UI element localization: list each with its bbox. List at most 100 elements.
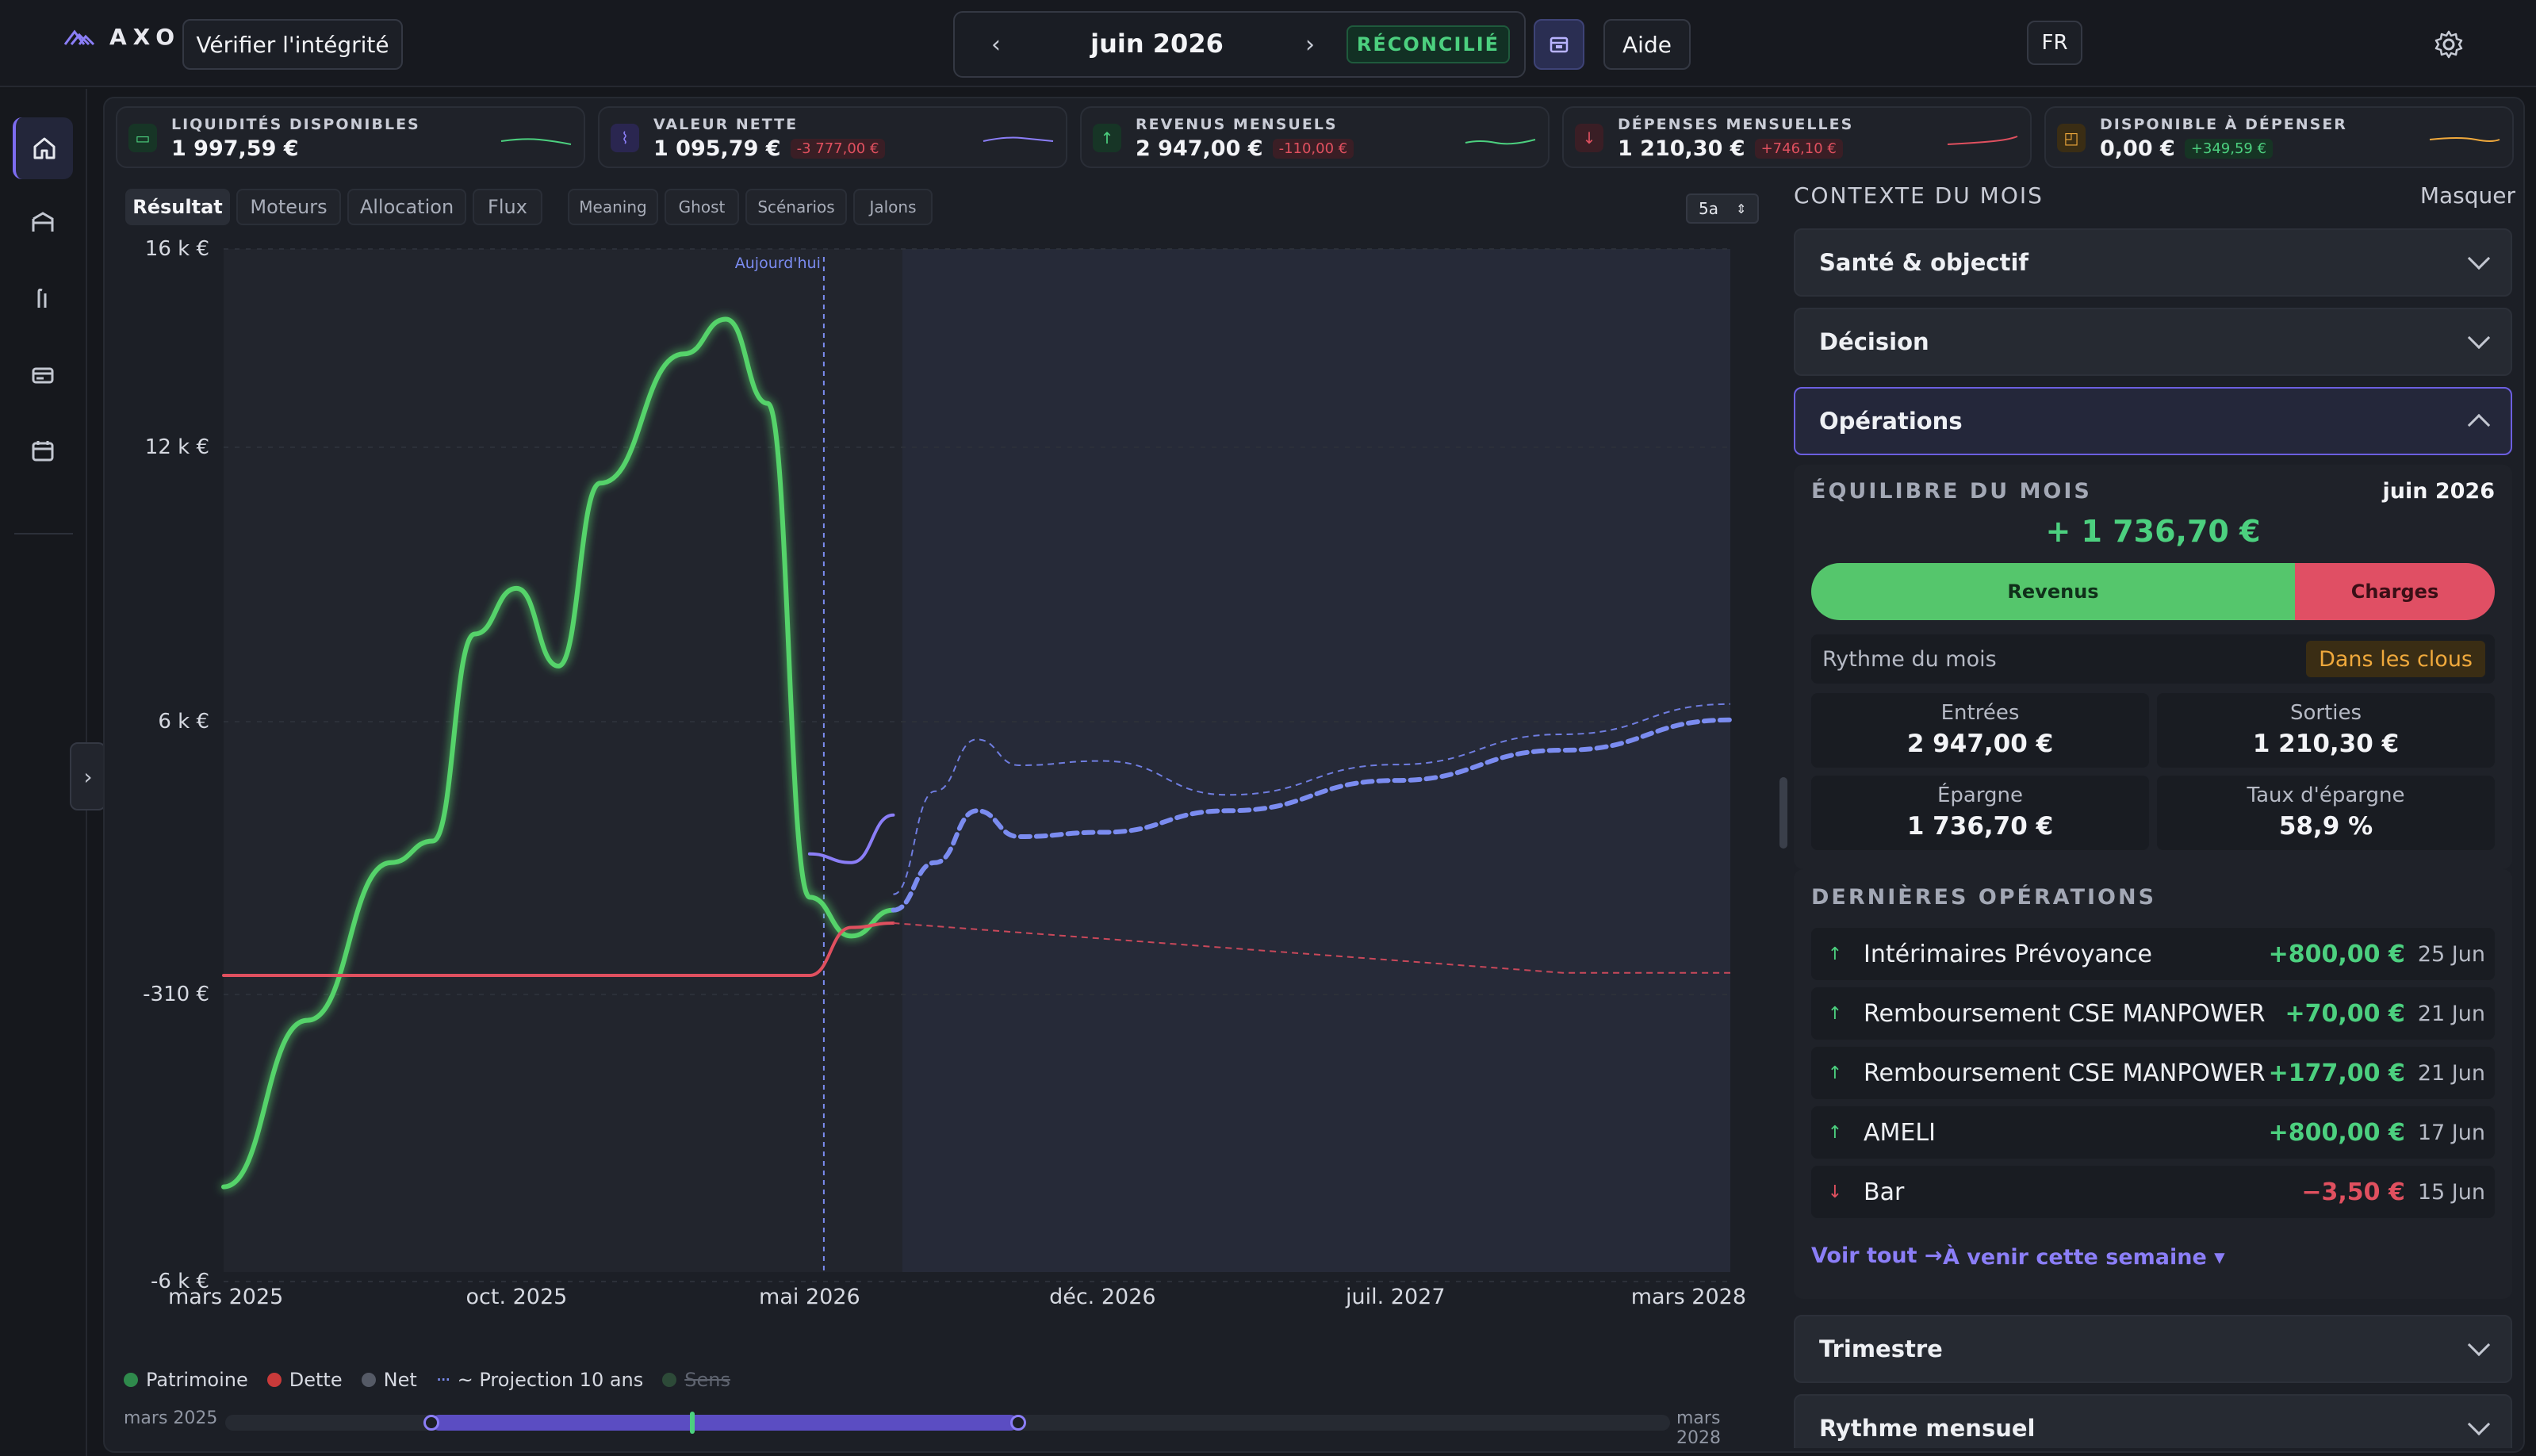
legend-net[interactable]: Net: [361, 1369, 417, 1391]
kpi-value: 1 210,30 € +746,10 €: [1618, 136, 1843, 161]
timeline-selection[interactable]: [431, 1415, 1018, 1431]
top-bar: AXO Vérifier l'intégrité ‹ juin 2026 › R…: [0, 0, 2536, 87]
operation-row[interactable]: ↑ Remboursement CSE MANPOWER +177,00 € 2…: [1811, 1047, 2495, 1099]
sidebar-item-home[interactable]: [13, 117, 73, 179]
operation-row[interactable]: ↑ Remboursement CSE MANPOWER +70,00 € 21…: [1811, 987, 2495, 1040]
operation-row[interactable]: ↑ AMELI +800,00 € 17 Jun: [1811, 1106, 2495, 1159]
stat-label: Sorties: [2289, 701, 2362, 725]
series-net: [807, 813, 895, 864]
kpi-card-available[interactable]: ◰ DISPONIBLE À DÉPENSER 0,00 € +349,59 €: [2044, 106, 2514, 168]
y-tick-label: -310 €: [143, 983, 209, 1006]
section-sante-objectif[interactable]: Santé & objectif: [1794, 228, 2512, 297]
arrow-up-icon: ↑: [1827, 944, 1843, 964]
operations-body: ÉQUILIBRE DU MOIS juin 2026 + 1 736,70 €…: [1794, 465, 2512, 869]
section-decision[interactable]: Décision: [1794, 308, 2512, 376]
settings-button[interactable]: [2427, 22, 2471, 67]
section-label: Rythme mensuel: [1819, 1415, 2036, 1442]
y-tick-label: 6 k €: [158, 710, 209, 734]
series-line: [807, 813, 895, 864]
operation-date: 21 Jun: [2417, 1001, 2485, 1026]
x-tick-label: déc. 2026: [1049, 1285, 1155, 1309]
tab-jalons[interactable]: Jalons: [853, 189, 933, 225]
sidebar-divider: [14, 533, 73, 535]
verify-integrity-button[interactable]: Vérifier l'intégrité: [182, 19, 403, 70]
operation-row[interactable]: ↓ Bar −3,50 € 15 Jun: [1811, 1166, 2495, 1218]
stat-label: Entrées: [1940, 701, 2020, 725]
kpi-delta: -110,00 €: [1272, 139, 1354, 159]
tab-allocation[interactable]: Allocation: [347, 189, 466, 225]
brand-name: AXO: [109, 24, 182, 50]
operation-row[interactable]: ↑ Intérimaires Prévoyance +800,00 € 25 J…: [1811, 928, 2495, 980]
tab-flux[interactable]: Flux: [473, 189, 542, 225]
tab-meaning[interactable]: Meaning: [568, 189, 658, 225]
help-button[interactable]: Aide: [1603, 19, 1691, 70]
kpi-card-net-worth[interactable]: ⌇ VALEUR NETTE 1 095,79 € -3 777,00 €: [598, 106, 1067, 168]
range-select[interactable]: 5a ⇕: [1686, 193, 1759, 224]
operation-name: Intérimaires Prévoyance: [1864, 940, 2152, 968]
expand-sidebar-button[interactable]: ›: [70, 742, 106, 810]
legend-label: Dette: [289, 1369, 343, 1391]
balance-value: + 1 736,70 €: [2045, 514, 2261, 549]
kpi-card-cash[interactable]: ▭ LIQUIDITÉS DISPONIBLES 1 997,59 €: [116, 106, 585, 168]
legend-dot: [361, 1373, 376, 1387]
x-tick-label: oct. 2025: [466, 1285, 568, 1309]
sparkline: [500, 138, 572, 145]
panel-resize-handle[interactable]: [1779, 777, 1787, 849]
legend-dette[interactable]: Dette: [266, 1369, 343, 1391]
kpi-card-expenses[interactable]: ↓ DÉPENSES MENSUELLES 1 210,30 € +746,10 …: [1562, 106, 2032, 168]
section-trimestre[interactable]: Trimestre: [1794, 1315, 2512, 1383]
stat-value: 1 736,70 €: [1906, 812, 2054, 841]
stat-sorties: Sorties 1 210,30 €: [2157, 693, 2495, 768]
section-rythme-mensuel[interactable]: Rythme mensuel: [1794, 1394, 2512, 1448]
kpi-label: LIQUIDITÉS DISPONIBLES: [171, 116, 420, 133]
sidebar-item-calendar[interactable]: [13, 420, 73, 482]
kpi-card-income[interactable]: ↑ REVENUS MENSUELS 2 947,00 € -110,00 €: [1080, 106, 1550, 168]
timeline-handle-start[interactable]: [423, 1415, 439, 1431]
series-line: [891, 717, 1733, 913]
tab-moteurs[interactable]: Moteurs: [236, 189, 341, 225]
income-segment: Revenus: [1811, 563, 2295, 620]
operation-date: 21 Jun: [2417, 1060, 2485, 1086]
tab-scenarios[interactable]: Scénarios: [745, 189, 847, 225]
calendar-button[interactable]: [1534, 19, 1584, 70]
operation-amount: +177,00 €: [2268, 1059, 2405, 1087]
chevron-up-icon: [2467, 413, 2491, 437]
sidebar-item-bank[interactable]: [13, 192, 73, 254]
section-operations[interactable]: Opérations: [1794, 387, 2512, 455]
series-dette: [222, 921, 895, 978]
see-all-link[interactable]: Voir tout →: [1811, 1243, 1943, 1268]
card-icon: [32, 367, 54, 384]
stat-taux-epargne: Taux d'épargne 58,9 %: [2157, 776, 2495, 850]
next-month-button[interactable]: ›: [1305, 30, 1315, 59]
arrow-up-icon: ↑: [1093, 124, 1121, 152]
calendar-icon: [32, 441, 54, 462]
prev-month-button[interactable]: ‹: [991, 30, 1001, 59]
sparkline: [2429, 137, 2500, 142]
bag-icon: ◰: [2057, 124, 2086, 152]
tab-resultat[interactable]: Résultat: [125, 189, 230, 225]
hide-context-button[interactable]: Masquer: [2419, 182, 2515, 209]
legend-dot: [124, 1373, 138, 1387]
expense-segment: Charges: [2295, 563, 2495, 620]
legend-sens[interactable]: Sens: [662, 1369, 730, 1391]
upcoming-week-link[interactable]: À venir cette semaine ▾: [1943, 1245, 2225, 1270]
arrow-up-icon: ↑: [1827, 1122, 1843, 1143]
stat-value: 1 210,30 €: [2252, 730, 2400, 758]
legend-dot: [662, 1373, 677, 1387]
brand[interactable]: AXO: [63, 24, 181, 50]
legend-projection[interactable]: ··· ~ Projection 10 ans: [436, 1369, 644, 1391]
operation-amount: +800,00 €: [2268, 940, 2405, 968]
sidebar-item-cards[interactable]: [13, 344, 73, 406]
section-label: Opérations: [1819, 408, 1963, 435]
series-line: [222, 921, 895, 978]
sidebar-item-paths[interactable]: [13, 268, 73, 330]
language-button[interactable]: FR: [2027, 21, 2082, 65]
legend-patrimoine[interactable]: Patrimoine: [124, 1369, 248, 1391]
arrow-down-icon: ↓: [1575, 124, 1603, 152]
timeline-handle-end[interactable]: [1010, 1415, 1026, 1431]
chevron-down-icon: [2467, 247, 2491, 270]
operation-name: Remboursement CSE MANPOWER: [1864, 1059, 2266, 1087]
y-tick-label: 12 k €: [145, 435, 209, 459]
tab-ghost[interactable]: Ghost: [665, 189, 739, 225]
net-worth-chart[interactable]: 16 k € 12 k € 6 k € -310 € -6 k € mars 2025 o…: [105, 230, 1770, 1340]
